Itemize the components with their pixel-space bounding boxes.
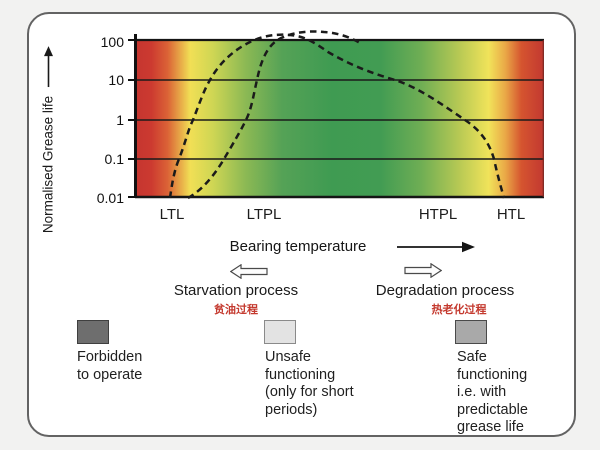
temperature-arrow-icon xyxy=(397,241,475,253)
legend-line: functioning xyxy=(265,366,336,383)
legend-line: to operate xyxy=(77,366,143,383)
legend-line: grease life xyxy=(457,419,524,435)
curve-ltpl-boundary xyxy=(187,30,361,200)
y-tick-1: 1 xyxy=(116,112,124,128)
y-tick-0.1: 0.1 xyxy=(104,151,124,167)
degradation-direction-arrow-icon xyxy=(404,263,442,278)
starvation-annotation-zh: 贫油过程 xyxy=(214,304,258,316)
temperature-zone-gradient xyxy=(135,40,544,198)
y-axis-tick-marks xyxy=(128,39,137,198)
x-label-htl: HTL xyxy=(496,206,526,223)
legend-line: (only for short xyxy=(265,384,354,400)
horizontal-gridlines xyxy=(135,79,544,160)
legend-text-unsafe: Unsafe functioning (only for short perio… xyxy=(265,349,395,419)
legend-line: i.e. with xyxy=(457,384,507,400)
legend-line: Safe xyxy=(457,349,487,365)
starvation-direction-arrow-icon xyxy=(230,264,268,279)
starvation-process-label: Starvation process xyxy=(173,282,299,299)
y-tick-100: 100 xyxy=(100,34,124,50)
axis-arrow-icon xyxy=(43,45,53,87)
curve-grease-life-envelope xyxy=(168,33,506,199)
legend-swatch-safe xyxy=(455,320,487,344)
degradation-annotation-zh: 热老化过程 xyxy=(431,304,487,316)
y-tick-0.01: 0.01 xyxy=(96,190,124,206)
x-axis-title: Bearing temperature xyxy=(229,238,367,255)
y-axis-title: Normalised Grease life xyxy=(41,45,56,233)
legend-line: Forbidden xyxy=(77,349,143,365)
legend-line: functioning xyxy=(457,366,528,383)
x-label-ltpl: LTPL xyxy=(246,206,282,223)
x-label-htpl: HTPL xyxy=(418,206,458,223)
grease-life-chart xyxy=(128,30,544,200)
legend-line: periods) xyxy=(265,401,318,418)
y-axis-title-text: Normalised Grease life xyxy=(40,95,56,234)
legend-line: Unsafe xyxy=(265,349,311,365)
legend-text-safe: Safe functioning i.e. with predictable g… xyxy=(457,349,587,437)
legend-text-forbidden: Forbidden to operate xyxy=(77,349,207,384)
x-label-ltl: LTL xyxy=(159,206,185,223)
legend-line: predictable xyxy=(457,401,528,418)
legend-swatch-forbidden xyxy=(77,320,109,344)
figure-frame: Normalised Grease life 100 10 1 0.1 0.01 xyxy=(27,12,576,437)
legend-swatch-unsafe xyxy=(264,320,296,344)
degradation-process-label: Degradation process xyxy=(375,282,515,299)
y-tick-10: 10 xyxy=(108,72,124,88)
